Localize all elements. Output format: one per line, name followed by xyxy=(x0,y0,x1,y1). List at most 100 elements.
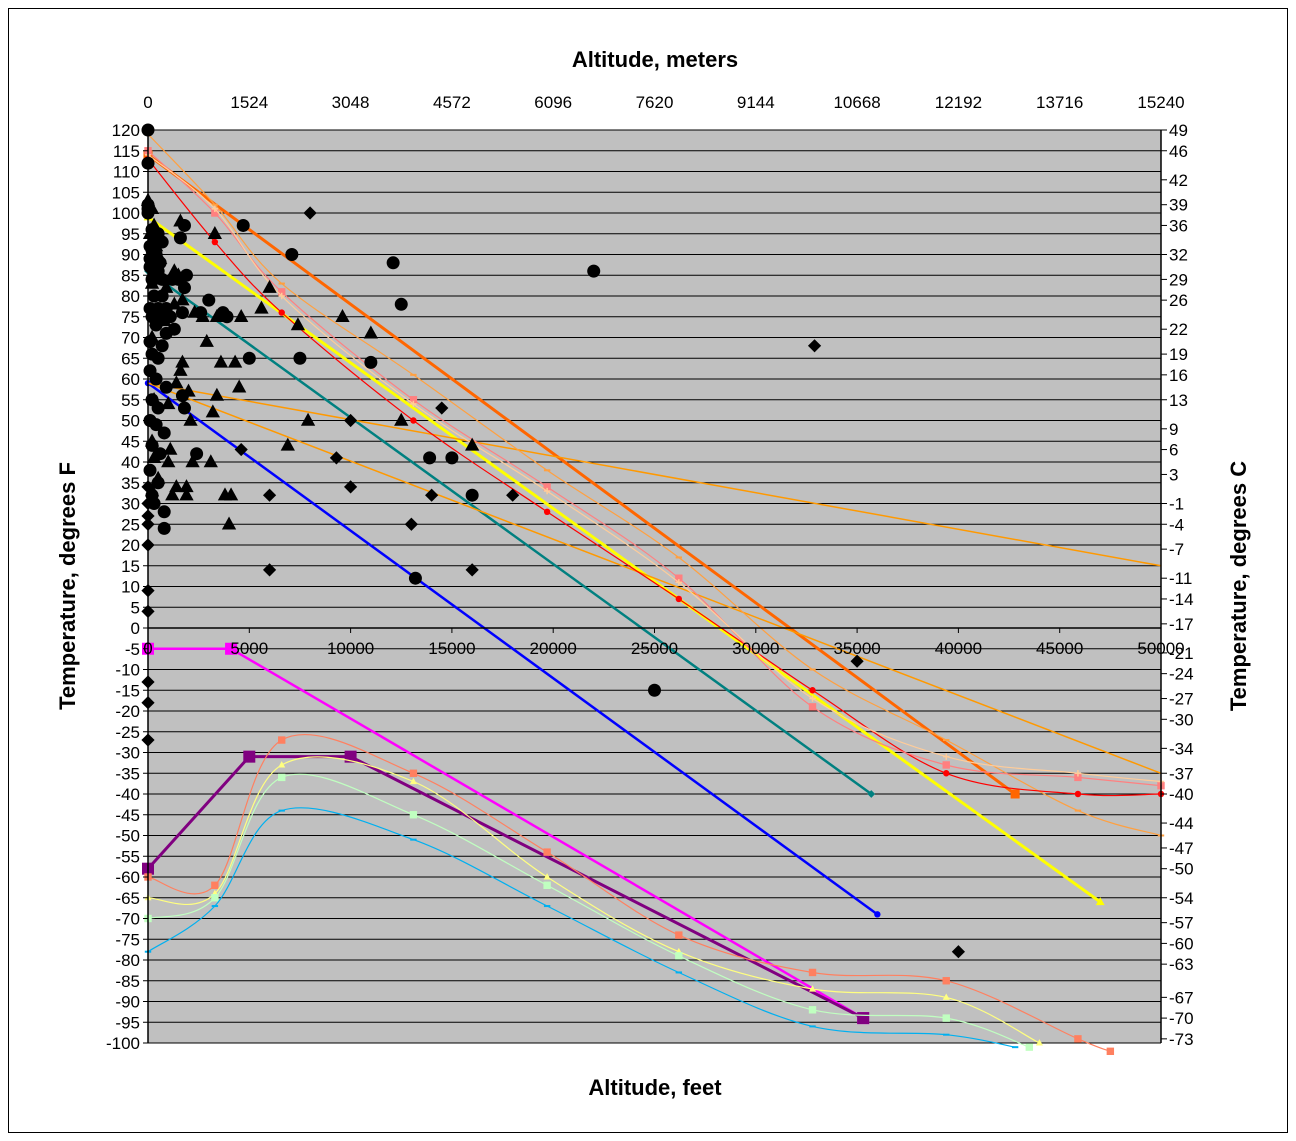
series-point xyxy=(410,400,417,408)
series-point xyxy=(1035,1039,1043,1046)
y2-tick-label: 6 xyxy=(1169,441,1178,460)
series-line xyxy=(147,150,1162,787)
scatter-diamond xyxy=(262,488,277,502)
y2-tick-label: 32 xyxy=(1169,246,1188,265)
series-point xyxy=(410,373,417,376)
series-point xyxy=(409,777,417,785)
series-point xyxy=(867,790,876,798)
y2-tick-label: -1 xyxy=(1169,495,1184,514)
y2-tick-label: 19 xyxy=(1169,345,1188,364)
scatter-diamond xyxy=(329,451,344,465)
series-point xyxy=(1074,790,1082,798)
y-tick-label: 80 xyxy=(121,287,140,306)
scatter-circle xyxy=(285,248,299,261)
y-tick-label: -80 xyxy=(115,951,140,970)
y2-tick-label: -34 xyxy=(1169,739,1194,758)
series-6 xyxy=(147,382,1162,774)
scatter-triangle xyxy=(167,296,182,310)
y2-tick-label: -4 xyxy=(1169,515,1184,534)
y2-tick-label: -17 xyxy=(1169,615,1194,634)
scatter-circle xyxy=(242,351,256,365)
series-point xyxy=(211,205,219,213)
y2-tick-label: -63 xyxy=(1169,955,1194,974)
y2-tick-label: 36 xyxy=(1169,216,1188,235)
series-point xyxy=(943,1033,950,1036)
scatter-triangle xyxy=(146,391,162,405)
y-tick-label: 90 xyxy=(121,246,140,265)
y2-tick-label: 39 xyxy=(1169,196,1188,215)
scatter-triangle xyxy=(234,308,249,322)
series-point xyxy=(543,848,551,856)
y-tick-label: -5 xyxy=(125,640,140,659)
y-tick-label: 20 xyxy=(121,536,140,555)
y-tick-label: 70 xyxy=(121,329,140,348)
scatter-triangle xyxy=(159,279,174,293)
series-point xyxy=(1074,1035,1082,1043)
y-tick-label: 0 xyxy=(131,619,140,638)
series-point xyxy=(278,761,286,768)
scatter-triangle xyxy=(335,308,350,322)
y-tick-label: 25 xyxy=(121,515,140,534)
y2-tick-label: 16 xyxy=(1169,366,1188,385)
scatter-circle xyxy=(293,351,307,365)
scatter-diamond xyxy=(234,442,248,457)
series-point xyxy=(809,985,817,992)
scatter-circle xyxy=(159,326,173,340)
y-tick-label: -60 xyxy=(115,868,140,887)
scatter-triangle xyxy=(223,487,239,501)
y-tick-label: 110 xyxy=(113,163,140,182)
scatter-triangle xyxy=(183,412,198,426)
series-point xyxy=(543,508,551,515)
series-line xyxy=(147,215,1102,904)
y2-tick-label: -27 xyxy=(1169,690,1194,709)
scatter-diamond xyxy=(465,563,479,577)
scatter-triangle xyxy=(209,308,225,322)
x2-tick-label: 3048 xyxy=(332,93,370,112)
scatter-triangle xyxy=(161,396,176,410)
y-tick-label: 55 xyxy=(121,391,140,410)
y-tick-label: 45 xyxy=(121,432,140,451)
x-tick-label: 5000 xyxy=(230,639,268,658)
y2-tick-label: 26 xyxy=(1169,291,1188,310)
series-point xyxy=(1010,789,1020,799)
y-tick-label: -90 xyxy=(115,993,140,1012)
y-tick-label: 60 xyxy=(121,370,140,389)
scatter-circle xyxy=(202,293,216,307)
x-tick-label: 25000 xyxy=(631,639,678,658)
y2-tick-label: -40 xyxy=(1169,785,1194,804)
y-tick-label: -25 xyxy=(115,723,140,742)
scatter-triangle xyxy=(163,441,178,455)
scatter-circle xyxy=(465,488,479,502)
series-point xyxy=(942,1014,950,1022)
series-point xyxy=(809,687,816,694)
series-point xyxy=(278,773,286,782)
x2-tick-label: 9144 xyxy=(737,93,775,112)
scatter-triangle xyxy=(181,383,196,397)
y2-tick-label: -57 xyxy=(1169,914,1194,933)
scatter-triangle xyxy=(157,313,172,327)
scatter-circle xyxy=(157,521,171,535)
scatter-layer xyxy=(140,123,965,959)
y2-tick-label: -73 xyxy=(1169,1030,1194,1049)
series-point xyxy=(809,695,816,702)
scatter-triangle xyxy=(195,308,210,322)
series-point xyxy=(543,469,551,472)
scatter-diamond xyxy=(344,413,358,428)
scatter-circle xyxy=(445,451,459,465)
series-point xyxy=(543,873,551,880)
y-tick-label: -65 xyxy=(115,889,140,908)
scatter-diamond xyxy=(435,401,449,415)
scatter-diamond xyxy=(404,517,418,531)
series-point xyxy=(1095,897,1105,906)
scatter-triangle xyxy=(262,279,277,293)
series-point xyxy=(543,487,551,495)
series-point xyxy=(409,769,418,777)
series-point xyxy=(675,595,683,603)
series-point xyxy=(942,977,950,985)
x2-tick-label: 12192 xyxy=(935,93,982,112)
series-point xyxy=(211,203,219,206)
y-tick-label: 120 xyxy=(112,121,140,140)
y2-tick-label: 42 xyxy=(1169,171,1188,190)
scatter-circle xyxy=(177,401,191,415)
scatter-triangle xyxy=(232,379,247,393)
